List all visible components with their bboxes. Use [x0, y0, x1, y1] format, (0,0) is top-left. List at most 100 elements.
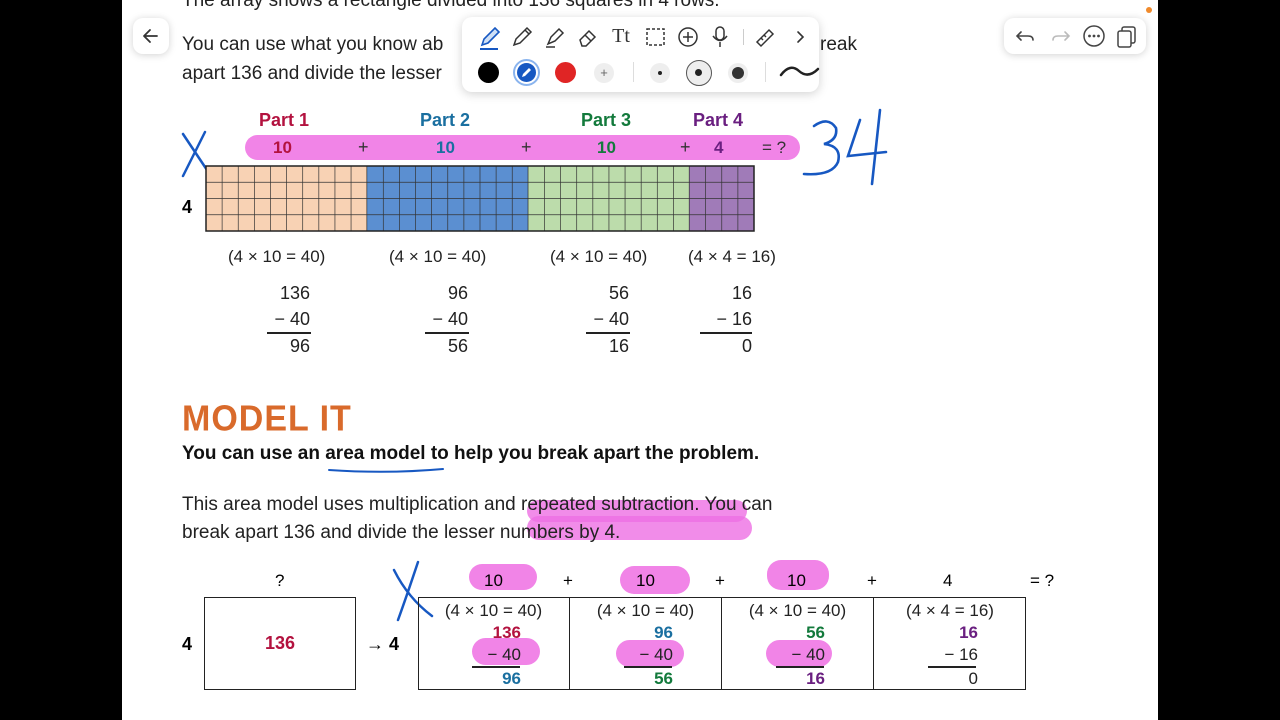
- microphone-icon[interactable]: [710, 25, 730, 49]
- area-cell-2: (4 × 10 = 40) 96 − 40 56: [570, 597, 722, 690]
- part2-value: 10: [436, 138, 455, 157]
- chevron-right-icon[interactable]: [792, 27, 810, 47]
- pen-icon: [522, 68, 531, 77]
- sub3-top: 56: [608, 283, 629, 303]
- array-grid: [205, 165, 755, 232]
- stroke-style-icon[interactable]: [778, 61, 820, 83]
- area-top-3: 10: [787, 571, 806, 590]
- cell-result: 16: [806, 669, 825, 688]
- lasso-select-icon[interactable]: [644, 25, 668, 49]
- area-model-box: [418, 597, 1026, 690]
- cell-minus: − 16: [944, 645, 978, 664]
- area-total: 136: [264, 633, 296, 653]
- area-cell-3: (4 × 10 = 40) 56 − 40 16: [722, 597, 874, 690]
- sub3-result: 16: [608, 336, 629, 356]
- ruler-icon[interactable]: [754, 25, 778, 49]
- area-cell-4: (4 × 4 = 16) 16 − 16 0: [874, 597, 1026, 690]
- plus-sign: +: [680, 137, 691, 157]
- color-black-swatch[interactable]: [478, 62, 499, 83]
- model-it-heading: MODEL IT: [182, 399, 352, 439]
- cell-equation: (4 × 10 = 40): [596, 601, 695, 620]
- array-equation-2: (4 × 10 = 40): [389, 247, 487, 266]
- stroke-size-large[interactable]: [728, 63, 748, 83]
- sub4-top: 16: [731, 283, 752, 303]
- add-color-button[interactable]: +: [594, 63, 614, 83]
- cell-line: [624, 666, 672, 668]
- part4-value: 4: [714, 138, 724, 157]
- part3-value: 10: [597, 138, 616, 157]
- highlight-stroke: [245, 135, 800, 160]
- cell-minus: − 40: [791, 645, 825, 664]
- equals-question: = ?: [762, 138, 787, 157]
- highlight-stroke: [527, 516, 752, 540]
- text-icon[interactable]: Tt: [612, 25, 630, 47]
- color-blue-swatch-selected[interactable]: [513, 59, 540, 86]
- cell-result: 0: [968, 669, 978, 688]
- pages-icon[interactable]: [1116, 24, 1138, 48]
- cell-equation: (4 × 4 = 16): [906, 601, 994, 620]
- subheading: You can use an area model to help you br…: [182, 443, 760, 464]
- para1-line1-end: reak: [820, 34, 857, 55]
- pen-icon[interactable]: [478, 25, 502, 51]
- part3-label: Part 3: [581, 110, 632, 130]
- sub3-line: [586, 332, 630, 334]
- more-options-icon[interactable]: [1082, 24, 1106, 48]
- area-top-1: 10: [484, 571, 503, 590]
- back-button[interactable]: [133, 18, 169, 54]
- handwritten-x: [392, 560, 434, 622]
- array-border: [205, 165, 755, 232]
- stroke-size-medium-selected[interactable]: [686, 60, 712, 86]
- status-dot: [1146, 7, 1152, 13]
- handwritten-x: [181, 130, 209, 178]
- sub1-minus: − 40: [274, 309, 310, 329]
- sub2-line: [425, 332, 469, 334]
- part1-label: Part 1: [259, 110, 310, 130]
- eraser-icon[interactable]: [576, 25, 600, 49]
- sub4-minus: − 16: [716, 309, 752, 329]
- cell-minus: − 40: [487, 645, 521, 664]
- toolbar-divider: [743, 29, 744, 45]
- plus-sign: +: [358, 137, 369, 157]
- array-equation-4: (4 × 4 = 16): [688, 247, 776, 266]
- plus-sign: +: [715, 571, 725, 590]
- cell-minus: − 40: [639, 645, 673, 664]
- pencil-icon[interactable]: [510, 25, 534, 49]
- document-actions: [1004, 18, 1146, 54]
- color-red-swatch[interactable]: [555, 62, 576, 83]
- handwritten-underline: [328, 468, 444, 473]
- stroke-size-small[interactable]: [650, 63, 670, 83]
- para1-line1-start: You can use what you know ab: [182, 34, 444, 55]
- cell-equation: (4 × 10 = 40): [444, 601, 543, 620]
- sub1-top: 136: [279, 283, 310, 303]
- cell-top: 16: [959, 623, 978, 642]
- array-equation-1: (4 × 10 = 40): [228, 247, 326, 266]
- plus-sign: +: [867, 571, 877, 590]
- sub1-result: 96: [289, 336, 310, 356]
- para2-line2: break apart 136 and divide the lesser nu…: [182, 522, 621, 543]
- sub2-minus: − 40: [432, 309, 468, 329]
- redo-icon[interactable]: [1050, 26, 1072, 46]
- highlight-stroke: [767, 560, 829, 590]
- cell-result: 96: [502, 669, 521, 688]
- document-page: The array shows a rectangle divided into…: [122, 0, 1158, 720]
- area-side-label: 4: [182, 634, 193, 654]
- highlight-stroke: [472, 638, 540, 665]
- sub2-top: 96: [447, 283, 468, 303]
- area-cell-1: (4 × 10 = 40) 136 − 40 96: [418, 597, 570, 690]
- highlighter-icon[interactable]: [543, 25, 567, 49]
- part4-label: Part 4: [693, 110, 744, 130]
- highlight-stroke: [766, 640, 832, 667]
- equals-question: = ?: [1030, 571, 1055, 590]
- undo-icon[interactable]: [1014, 26, 1036, 46]
- sub3-minus: − 40: [593, 309, 629, 329]
- part1-value: 10: [273, 138, 292, 157]
- cell-top: 136: [492, 623, 521, 642]
- add-icon[interactable]: [676, 25, 700, 49]
- cell-equation: (4 × 10 = 40): [748, 601, 847, 620]
- area-question: ?: [275, 571, 285, 590]
- cell-top: 96: [654, 623, 673, 642]
- sub4-result: 0: [741, 336, 752, 356]
- top-cut-text: The array shows a rectangle divided into…: [182, 0, 720, 11]
- cell-line: [928, 666, 976, 668]
- toolbar-divider: [765, 62, 766, 82]
